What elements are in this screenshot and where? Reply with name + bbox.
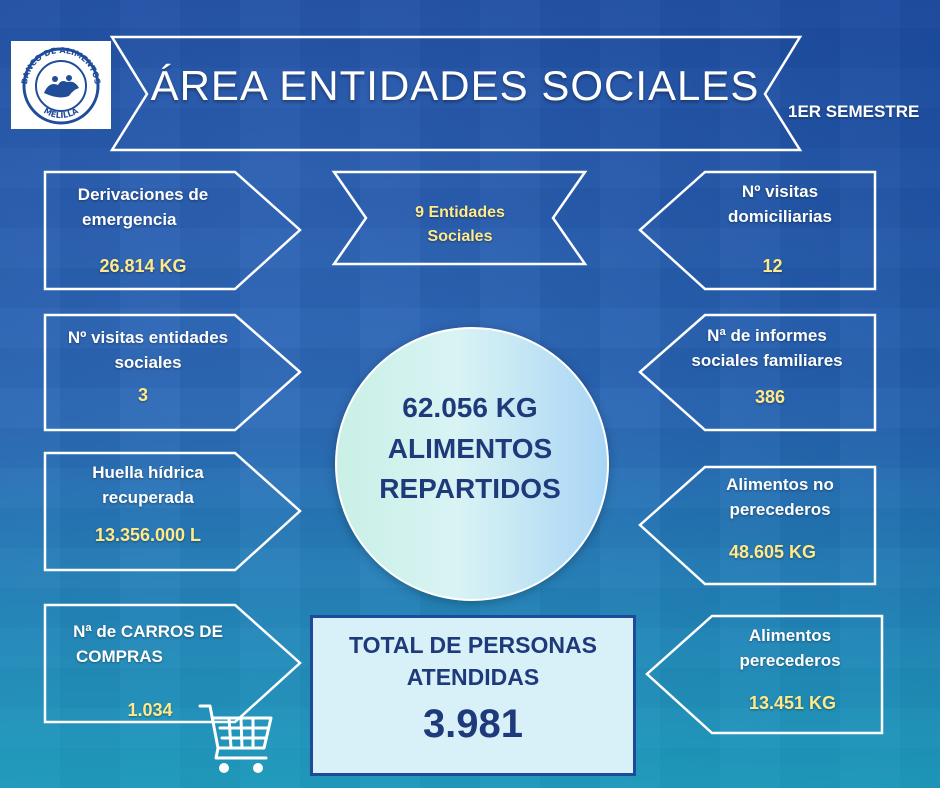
title-banner-frame bbox=[109, 35, 803, 152]
entidades-banner: 9 Entidades Sociales bbox=[360, 201, 560, 249]
huella-hidrica-label-line2: recuperada bbox=[102, 487, 194, 507]
left-box-1-frame bbox=[43, 170, 302, 291]
visitas-domiciliarias-label-line1: Nº visitas bbox=[741, 182, 819, 201]
visitas-domiciliarias-label: Nº visitas domiciliarias bbox=[690, 180, 870, 229]
carros-compras-label-line2: COMPRAS bbox=[76, 646, 163, 666]
huella-hidrica-label-line1: Huella hídrica bbox=[92, 463, 204, 482]
derivaciones-label-line2: emergencia bbox=[82, 209, 177, 229]
entidades-banner-frame bbox=[331, 170, 588, 266]
no-perecederos-value: 48.605 KG bbox=[728, 542, 817, 562]
visitas-entidades-label: Nº visitas entidades sociales bbox=[48, 326, 248, 375]
huella-hidrica-label: Huella hídrica recuperada bbox=[48, 461, 248, 510]
visitas-entidades-label-line2: sociales bbox=[114, 352, 182, 372]
visitas-domiciliarias-label-line2: domiciliarias bbox=[728, 206, 832, 226]
derivaciones-value: 26.814 KG bbox=[99, 256, 187, 276]
svg-text:BANCO DE ALIMENTOS: BANCO DE ALIMENTOS bbox=[20, 46, 102, 85]
perecederos-value: 13.451 KG bbox=[748, 693, 837, 713]
period-label: 1ER SEMESTRE bbox=[788, 102, 920, 121]
no-perecederos-label: Alimentos no perecederos bbox=[690, 473, 870, 522]
no-perecederos-label-line1: Alimentos no bbox=[726, 475, 834, 494]
visitas-domiciliarias-value: 12 bbox=[762, 256, 783, 276]
perecederos-label-line1: Alimentos bbox=[748, 626, 832, 645]
informes-sociales-value: 386 bbox=[754, 387, 786, 407]
derivaciones-label-line1: Derivaciones de bbox=[77, 185, 209, 204]
alimentos-repartidos-circle bbox=[335, 327, 609, 601]
alimentos-repartidos-line3: REPARTIDOS bbox=[379, 473, 561, 505]
right-box-3-frame bbox=[638, 465, 877, 586]
alimentos-repartidos-line2: ALIMENTOS bbox=[387, 432, 553, 464]
no-perecederos-label-line2: perecederos bbox=[729, 499, 831, 519]
shopping-cart-icon bbox=[198, 704, 273, 773]
visitas-entidades-value: 3 bbox=[137, 385, 148, 405]
left-box-2-frame bbox=[43, 313, 302, 432]
perecederos-label: Alimentos perecederos bbox=[700, 624, 880, 673]
informes-sociales-label: Nª de informes sociales familiares bbox=[672, 324, 862, 373]
right-box-2-frame bbox=[638, 313, 877, 432]
visitas-entidades-label-line1: Nº visitas entidades bbox=[67, 328, 229, 347]
carros-compras-label: Nª de CARROS DE COMPRAS bbox=[48, 620, 248, 669]
alimentos-repartidos-amount: 62.056 KG bbox=[402, 392, 538, 423]
total-personas-label: TOTAL DE PERSONAS ATENDIDAS bbox=[310, 629, 636, 693]
left-box-4-frame bbox=[43, 603, 302, 724]
page-title: ÁREA ENTIDADES SOCIALES bbox=[150, 62, 760, 109]
right-box-1-frame bbox=[638, 170, 877, 291]
carros-compras-label-line1: Nª de CARROS DE bbox=[73, 622, 223, 641]
alimentos-repartidos-text: 62.056 KG ALIMENTOS REPARTIDOS bbox=[335, 388, 605, 510]
huella-hidrica-value: 13.356.000 L bbox=[94, 525, 202, 545]
informes-sociales-label-line2: sociales familiares bbox=[691, 350, 843, 370]
right-box-4-frame bbox=[645, 614, 884, 735]
carros-compras-value: 1.034 bbox=[127, 700, 173, 720]
entidades-banner-line1: 9 Entidades bbox=[415, 204, 505, 221]
total-personas-value: 3.981 bbox=[422, 702, 524, 746]
svg-text:MELILLA: MELILLA bbox=[42, 106, 80, 120]
perecederos-label-line2: perecederos bbox=[739, 650, 841, 670]
derivaciones-label: Derivaciones de emergencia bbox=[48, 183, 238, 232]
informes-sociales-label-line1: Nª de informes bbox=[707, 326, 827, 345]
left-box-3-frame bbox=[43, 451, 302, 572]
total-personas-label-line2: ATENDIDAS bbox=[406, 664, 540, 691]
entidades-banner-line2: Sociales bbox=[427, 228, 493, 245]
total-personas-box bbox=[310, 615, 636, 776]
total-personas-label-line1: TOTAL DE PERSONAS bbox=[349, 632, 597, 658]
banco-alimentos-logo: BANCO DE ALIMENTOS MELILLA bbox=[11, 41, 111, 129]
